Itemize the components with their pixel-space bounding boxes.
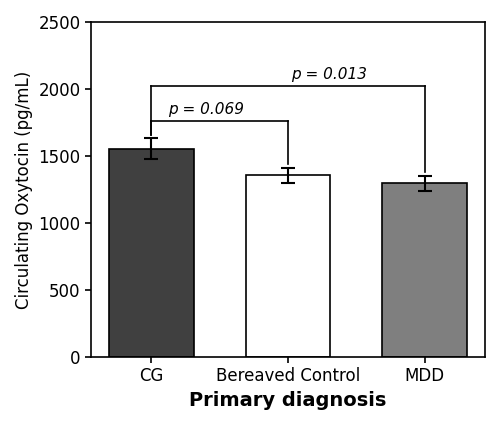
Bar [109, 149, 194, 357]
Text: p = 0.013: p = 0.013 [291, 67, 367, 82]
Y-axis label: Circulating Oxytocin (pg/mL): Circulating Oxytocin (pg/mL) [15, 71, 33, 309]
Bar [382, 184, 467, 357]
Bar [246, 176, 330, 357]
X-axis label: Primary diagnosis: Primary diagnosis [190, 391, 386, 410]
Text: p = 0.069: p = 0.069 [168, 102, 244, 117]
